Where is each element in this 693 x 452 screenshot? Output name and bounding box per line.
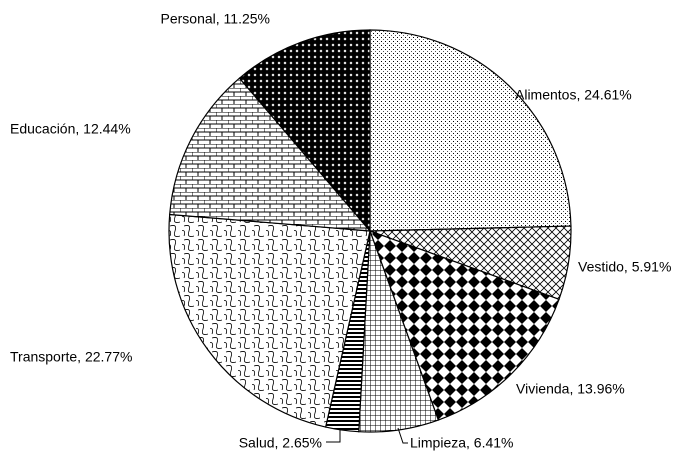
- data-label: Vestido, 5.91%: [578, 259, 671, 275]
- data-label: Alimentos, 24.61%: [515, 87, 632, 103]
- pie-slice: [369, 230, 560, 421]
- leader-line: [397, 427, 408, 444]
- data-label: Personal, 11.25%: [161, 11, 270, 27]
- data-label: Educación, 12.44%: [10, 121, 131, 137]
- pie-slice: [168, 213, 371, 428]
- slices: [168, 29, 572, 433]
- pie-slice: [238, 29, 371, 233]
- data-label: Vivienda, 13.96%: [516, 381, 625, 397]
- data-label: Transporte, 22.77%: [10, 349, 132, 365]
- leader-line: [326, 430, 341, 443]
- pie-slice: [369, 29, 572, 232]
- data-label: Salud, 2.65%: [239, 435, 322, 451]
- pie-slice: [169, 77, 372, 232]
- data-label: Limpieza, 6.41%: [410, 435, 514, 451]
